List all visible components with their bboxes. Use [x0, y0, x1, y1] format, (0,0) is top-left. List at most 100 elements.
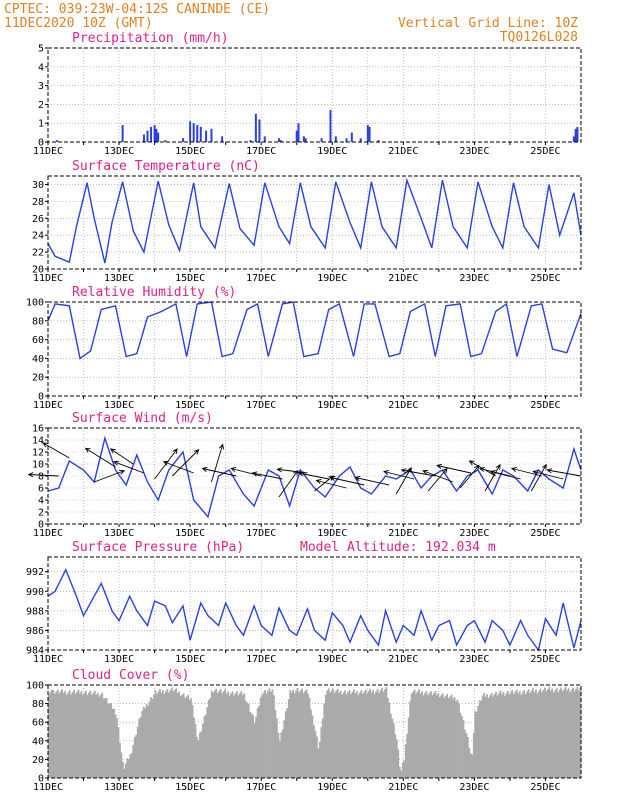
cloud-bar [262, 692, 265, 778]
cloud-bar [240, 691, 243, 778]
cloud-bar [313, 725, 315, 778]
cloud-bar [444, 695, 447, 778]
y-tick-label: 2 [38, 100, 44, 111]
y-tick-label: 4 [38, 62, 44, 73]
wind-arrow [382, 470, 415, 480]
cloud-bar [258, 705, 261, 778]
precip-bar [189, 121, 192, 142]
cloud-bar [305, 689, 308, 778]
cloud-bar [90, 694, 93, 778]
series-line [47, 301, 582, 360]
cloud-bar [450, 694, 453, 778]
cloud-bar [142, 706, 145, 778]
cloud-bar [347, 692, 349, 778]
cloud-bar [363, 691, 366, 778]
cloud-bar [551, 688, 554, 778]
cloud-bar [298, 692, 300, 778]
cloud-bar [132, 744, 135, 778]
cloud-bar [129, 754, 132, 778]
x-tick-label: 19DEC [317, 400, 347, 411]
cloud-bar [424, 693, 426, 778]
cloud-bar [136, 726, 139, 778]
panel-title: Cloud Cover (%) [72, 668, 189, 683]
cloud-bar [218, 690, 221, 778]
cloud-bar [548, 686, 551, 778]
cloud-bar [52, 689, 55, 778]
cloud-bar [157, 691, 160, 778]
cloud-bar [361, 694, 364, 778]
cloud-bar [366, 693, 369, 778]
cloud-bar [469, 753, 472, 778]
cloud-bar [440, 695, 443, 778]
cloud-bar [360, 690, 363, 778]
cloud-bar [318, 741, 321, 778]
y-tick-label: 24 [32, 231, 44, 242]
cloud-bar [265, 693, 268, 778]
cloud-bar [299, 690, 302, 778]
cloud-bar [216, 692, 219, 778]
x-tick-label: 25DEC [530, 400, 560, 411]
cloud-bar [80, 691, 83, 778]
cloud-bar [323, 703, 326, 778]
cloud-bar [119, 743, 121, 778]
cloud-bar [421, 691, 423, 778]
y-tick-label: 40 [32, 354, 44, 365]
panel-title: Precipitation (mm/h) [72, 31, 229, 46]
cloud-bar [403, 760, 406, 778]
x-tick-label: 23DEC [459, 654, 489, 665]
cloud-bar [477, 705, 480, 778]
cloud-bar [443, 697, 446, 778]
y-tick-label: 0 [38, 392, 44, 403]
cloud-bar [478, 700, 481, 778]
cloud-bar [138, 718, 141, 778]
cloud-bar [264, 689, 266, 778]
wind-arrow [532, 470, 564, 480]
cloud-bar [370, 692, 373, 778]
cloud-bar [397, 749, 400, 778]
wind-arrow [329, 475, 365, 486]
y-tick-label: 0 [38, 138, 44, 149]
cloud-bar [529, 693, 531, 778]
cloud-bar [188, 699, 191, 778]
cloud-bar [130, 752, 133, 778]
cloud-bar [378, 692, 380, 778]
cloud-bar [191, 704, 194, 778]
cloud-bar [201, 723, 204, 778]
cloud-bar [200, 731, 203, 778]
cloud-bar [295, 690, 298, 778]
cloud-bar [395, 739, 398, 778]
cloud-bar [407, 717, 410, 778]
cloud-bar [243, 693, 246, 778]
wind-arrow [315, 479, 347, 489]
wind-arrow [94, 469, 126, 483]
cloud-bar [123, 768, 126, 778]
cloud-bar [509, 692, 512, 778]
precip-bar [345, 138, 348, 142]
cloud-bar [310, 709, 312, 778]
panel-frame [47, 175, 582, 270]
cloud-bar [116, 718, 118, 778]
cloud-bar [324, 694, 327, 778]
cloud-bar [404, 744, 407, 778]
cloud-bar [435, 695, 438, 778]
x-tick-label: 25DEC [530, 528, 560, 539]
cloud-bar [484, 696, 487, 778]
wind-arrow [211, 443, 224, 483]
y-tick-label: 80 [32, 316, 44, 327]
cloud-bar [79, 693, 81, 778]
cloud-bar [62, 693, 65, 778]
cloud-bar [515, 689, 518, 778]
x-tick-label: 23DEC [459, 528, 489, 539]
cloud-bar [105, 697, 108, 778]
panel-subtitle: Model Altitude: 192.034 m [300, 540, 496, 555]
cloud-bar [261, 695, 263, 778]
panel-frame [47, 427, 582, 525]
precip-bar [574, 128, 577, 142]
x-tick-label: 21DEC [388, 654, 418, 665]
x-tick-label: 21DEC [388, 782, 418, 793]
cloud-bar [185, 696, 188, 778]
y-tick-label: 984 [26, 646, 44, 657]
cloud-bar [59, 691, 62, 778]
cloud-bar [286, 708, 289, 778]
x-tick-label: 17DEC [246, 146, 276, 157]
